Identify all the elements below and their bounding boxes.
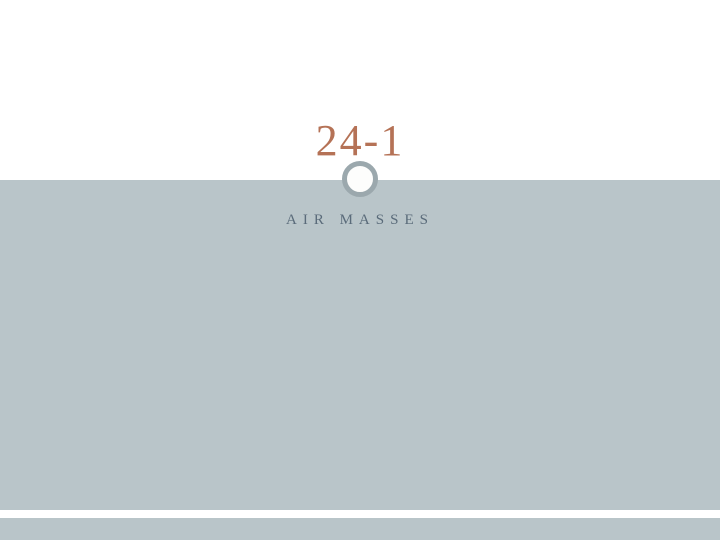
circle-ornament-icon [342, 161, 378, 197]
slide-title: 24-1 [0, 115, 720, 166]
middle-section: AIR MASSES [0, 180, 720, 518]
slide-subtitle: AIR MASSES [0, 212, 720, 229]
divider-gap [0, 510, 720, 518]
bottom-bar [0, 518, 720, 540]
top-section: 24-1 [0, 0, 720, 180]
presentation-slide: 24-1 AIR MASSES [0, 0, 720, 540]
